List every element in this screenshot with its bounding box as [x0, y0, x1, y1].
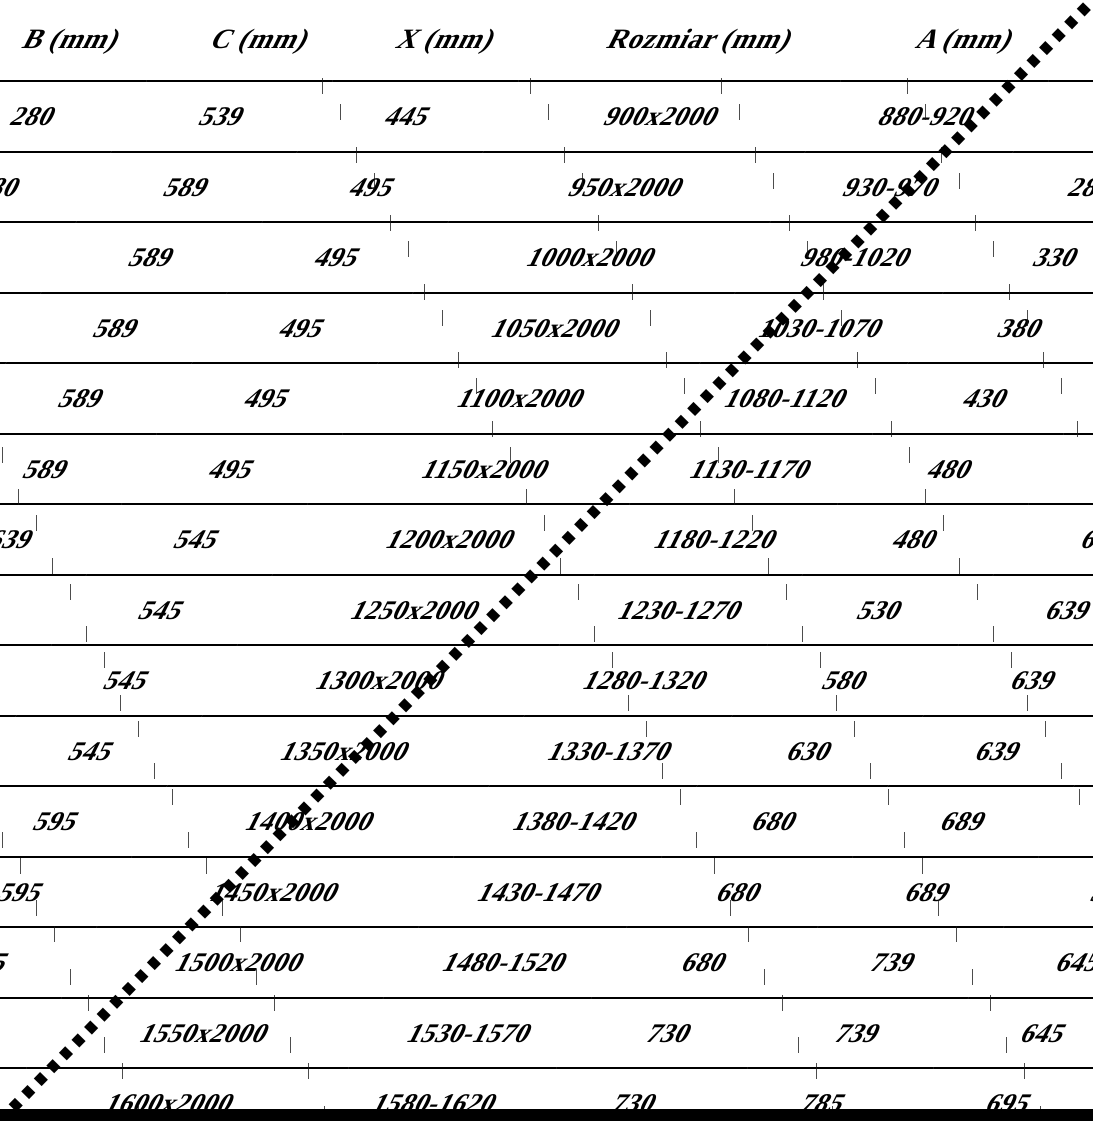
cell-c: 689 — [818, 856, 1040, 927]
cell-x: 545 — [86, 504, 308, 575]
cell-b: 480 — [837, 433, 1065, 504]
cell-x: 545 — [51, 574, 273, 645]
cell-c: 739 — [747, 997, 969, 1068]
header-row: Rozmiar (mm) A (mm) B (mm) C (mm) X (mm) — [518, 0, 1093, 81]
cell-a: 1080-1120 — [665, 363, 909, 434]
cell-a: 1530-1570 — [348, 997, 592, 1068]
bottom-black-bar — [0, 1109, 1093, 1121]
cell-b: 530 — [767, 574, 994, 645]
cell-c: 589 — [6, 292, 228, 363]
cell-x: 495 — [156, 363, 378, 434]
cell-x: 495 — [121, 433, 343, 504]
cell-size: 1350x2000 — [167, 715, 525, 786]
cell-size: 1450x2000 — [96, 856, 455, 927]
cell-size: 1150x2000 — [307, 433, 666, 504]
cell-a: 1030-1070 — [700, 292, 944, 363]
cell-a: 1280-1320 — [524, 645, 768, 716]
header-rozmiar: Rozmiar (mm) — [518, 0, 882, 81]
header-row: Rozmiar (mm) A (mm) B (mm) C (mm) X (mm) — [0, 0, 559, 81]
cell-x: 495 — [262, 151, 484, 222]
cell-a: 1330-1370 — [489, 715, 733, 786]
cell-size: 1550x2000 — [26, 997, 385, 1068]
cell-x: 495 — [192, 292, 414, 363]
cell-c: 589 — [76, 151, 298, 222]
cell-size: 1500x2000 — [61, 927, 420, 998]
cell-b: 580 — [732, 645, 959, 716]
cell-b: 430 — [872, 363, 1093, 434]
cell-b: 680 — [661, 786, 889, 857]
cell-a: 1430-1470 — [419, 856, 662, 927]
cell-x: 445 — [297, 81, 519, 152]
cell-a: 880-920 — [805, 81, 1049, 152]
cell-size: 1050x2000 — [377, 292, 736, 363]
cell-a: 1130-1170 — [630, 433, 873, 504]
cell-a: 1380-1420 — [454, 786, 698, 857]
cell-size: 900x2000 — [483, 81, 841, 152]
cell-size: 950x2000 — [448, 151, 806, 222]
cell-x: 495 — [227, 222, 449, 293]
header-a: A (mm) — [840, 0, 1090, 81]
cell-b: 730 — [556, 997, 783, 1068]
cell-b: 680 — [626, 856, 854, 927]
cell-size: 1300x2000 — [202, 645, 560, 716]
cell-b: 630 — [697, 715, 924, 786]
cell-size: 1400x2000 — [131, 786, 490, 857]
cell-a: 1480-1520 — [384, 927, 627, 998]
cell-size: 1200x2000 — [272, 504, 631, 575]
table-head: Rozmiar (mm) A (mm) B (mm) C (mm) X (mm) — [518, 0, 1093, 81]
cell-a: 980-1020 — [735, 222, 979, 293]
cell-a: 1180-1220 — [594, 504, 838, 575]
cell-c: 689 — [853, 786, 1075, 857]
cell-c: 639 — [888, 715, 1093, 786]
cell-c: 539 — [111, 81, 333, 152]
cell-a: 930-970 — [770, 151, 1014, 222]
table-head: Rozmiar (mm) A (mm) B (mm) C (mm) X (mm) — [0, 0, 559, 81]
cell-c: 589 — [41, 222, 263, 293]
cell-c: 739 — [782, 927, 1004, 998]
cell-b: 480 — [802, 504, 1029, 575]
cell-b: 680 — [591, 927, 819, 998]
cell-size: 1000x2000 — [413, 222, 771, 293]
cell-x: 545 — [16, 645, 238, 716]
cell-a: 1230-1270 — [559, 574, 803, 645]
cell-size: 1100x2000 — [342, 363, 701, 434]
cell-size: 1250x2000 — [237, 574, 595, 645]
